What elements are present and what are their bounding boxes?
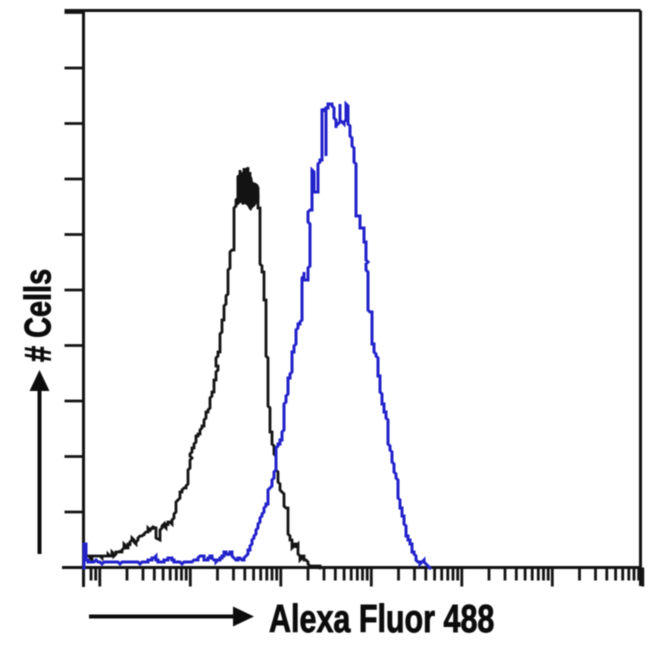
svg-text:Alexa Fluor 488: Alexa Fluor 488 [269, 597, 494, 640]
svg-text:# Cells: # Cells [18, 269, 59, 362]
